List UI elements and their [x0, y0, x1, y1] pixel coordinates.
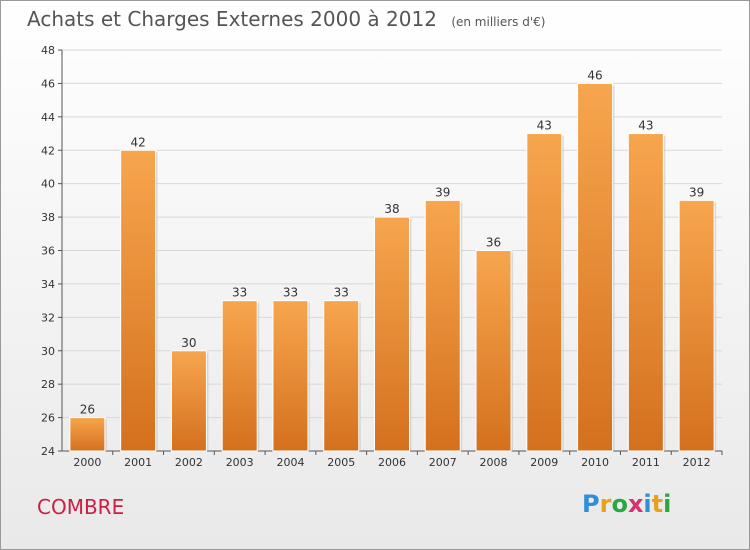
data-label: 33 — [334, 286, 349, 300]
y-tick-label: 48 — [41, 44, 55, 57]
data-label: 46 — [587, 68, 602, 82]
data-label: 43 — [537, 119, 552, 133]
x-tick-label: 2007 — [429, 456, 457, 469]
x-tick-label: 2000 — [73, 456, 101, 469]
y-tick-label: 40 — [41, 178, 55, 191]
y-tick-label: 44 — [41, 111, 55, 124]
y-tick-label: 24 — [41, 445, 55, 458]
data-label: 33 — [232, 286, 247, 300]
x-tick-label: 2011 — [632, 456, 660, 469]
bar-2002 — [170, 350, 207, 452]
bar-2004 — [272, 300, 309, 452]
chart-title-block: Achats et Charges Externes 2000 à 2012 (… — [27, 7, 545, 31]
y-tick-label: 26 — [41, 412, 55, 425]
bar-2005 — [323, 300, 360, 452]
bar-2000 — [69, 417, 106, 452]
bar-2006 — [374, 216, 410, 452]
data-label: 33 — [283, 286, 298, 300]
bar-2008 — [475, 250, 512, 452]
chart-title: Achats et Charges Externes 2000 à 2012 — [27, 7, 437, 31]
x-tick-label: 2001 — [124, 456, 152, 469]
y-tick-label: 28 — [41, 378, 55, 391]
y-tick-label: 32 — [41, 311, 55, 324]
x-tick-label: 2004 — [276, 456, 304, 469]
data-label: 26 — [80, 403, 95, 417]
x-tick-label: 2010 — [581, 456, 609, 469]
y-tick-label: 42 — [41, 144, 55, 157]
x-tick-label: 2002 — [175, 456, 203, 469]
y-tick-label: 46 — [41, 77, 55, 90]
data-label: 42 — [131, 135, 146, 149]
proxiti-logo: Proxiti — [582, 490, 672, 518]
bar-2010 — [577, 82, 614, 452]
data-label: 43 — [638, 119, 653, 133]
y-tick-label: 34 — [41, 278, 55, 291]
y-tick-label: 38 — [41, 211, 55, 224]
data-label: 36 — [486, 236, 501, 250]
data-label: 39 — [689, 185, 704, 199]
bar-2001 — [120, 149, 157, 452]
chart-subtitle: (en milliers d'€) — [451, 15, 546, 29]
bar-2011 — [627, 133, 664, 452]
data-label: 39 — [435, 185, 450, 199]
data-label: 38 — [384, 202, 399, 216]
x-tick-label: 2012 — [683, 456, 711, 469]
data-label: 30 — [181, 336, 196, 350]
x-tick-label: 2003 — [226, 456, 254, 469]
bar-2007 — [424, 199, 461, 452]
x-tick-label: 2009 — [530, 456, 558, 469]
y-tick-label: 30 — [41, 345, 55, 358]
x-tick-label: 2005 — [327, 456, 355, 469]
bar-2003 — [221, 300, 258, 452]
bar-2009 — [526, 133, 563, 452]
x-tick-label: 2006 — [378, 456, 406, 469]
commune-name: COMBRE — [37, 495, 125, 519]
y-tick-label: 36 — [41, 245, 55, 258]
x-tick-label: 2008 — [480, 456, 508, 469]
bar-2012 — [678, 199, 715, 452]
